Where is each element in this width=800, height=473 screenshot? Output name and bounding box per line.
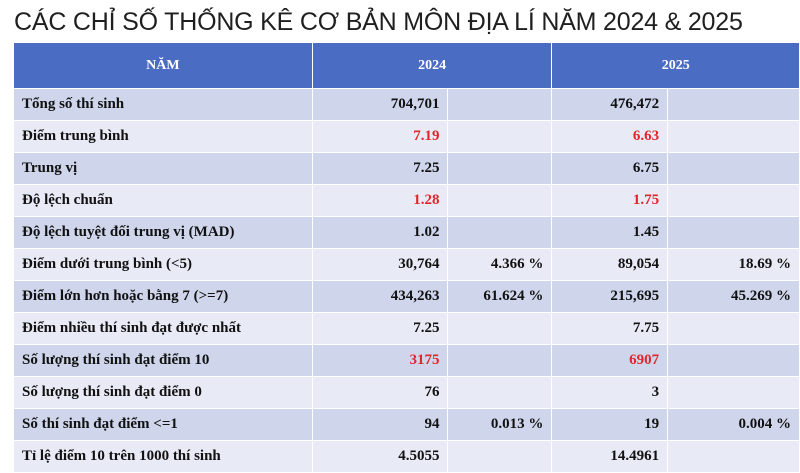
header-row: NĂM 2024 2025	[13, 42, 800, 89]
header-cell: 2024	[311, 42, 553, 89]
table-row: Điểm trung bình 7.19 6.63	[13, 120, 800, 153]
table-row: Trung vị 7.25 6.75	[13, 152, 800, 185]
empty-cell	[447, 120, 553, 153]
empty-cell	[667, 344, 800, 377]
value-cell: 14.4961	[551, 440, 669, 473]
row-label: Số lượng thí sinh đạt điểm 10	[13, 344, 313, 377]
table-body: Tổng số thí sinh 704,701 476,472 Điểm trung…	[13, 88, 800, 473]
value-cell: 4.366 %	[447, 248, 553, 281]
value-cell: 215,695	[551, 280, 669, 313]
row-label: Số thí sinh đạt điểm <=1	[13, 408, 313, 441]
table-row: Tỉ lệ điểm 10 trên 1000 thí sinh 4.5055 14…	[13, 440, 800, 473]
value-cell: 6.63	[551, 120, 669, 153]
value-cell: 1.45	[551, 216, 669, 249]
table-row: Điểm lớn hơn hoặc bằng 7 (>=7) 434,263 61.…	[13, 280, 800, 313]
empty-cell	[447, 152, 553, 185]
value-cell: 7.25	[311, 312, 449, 345]
empty-cell	[667, 184, 800, 217]
row-label: Điểm lớn hơn hoặc bằng 7 (>=7)	[13, 280, 313, 313]
value-cell: 61.624 %	[447, 280, 553, 313]
empty-cell	[667, 376, 800, 409]
value-cell: 0.013 %	[447, 408, 553, 441]
value-cell: 476,472	[551, 88, 669, 121]
value-cell: 3	[551, 376, 669, 409]
value-cell: 94	[311, 408, 449, 441]
empty-cell	[667, 216, 800, 249]
value-cell: 7.25	[311, 152, 449, 185]
empty-cell	[447, 184, 553, 217]
table-row: Tổng số thí sinh 704,701 476,472	[13, 88, 800, 121]
table-row: Điểm dưới trung bình (<5) 30,764 4.366 % 89…	[13, 248, 800, 281]
table-row: Số lượng thí sinh đạt điểm 0 76 3	[13, 376, 800, 409]
value-cell: 6.75	[551, 152, 669, 185]
value-cell: 19	[551, 408, 669, 441]
empty-cell	[447, 312, 553, 345]
stats-table: NĂM 2024 2025 Tổng số thí sinh 704,701 476…	[13, 42, 800, 473]
value-cell: 18.69 %	[667, 248, 800, 281]
value-cell: 3175	[311, 344, 449, 377]
empty-cell	[667, 152, 800, 185]
table-row: Điểm nhiều thí sinh đạt được nhất 7.25 7.7…	[13, 312, 800, 345]
value-cell: 1.28	[311, 184, 449, 217]
row-label: Tổng số thí sinh	[13, 88, 313, 121]
value-cell: 704,701	[311, 88, 449, 121]
table-row: Độ lệch tuyệt đối trung vị (MAD) 1.02 1.45	[13, 216, 800, 249]
value-cell: 1.75	[551, 184, 669, 217]
empty-cell	[447, 216, 553, 249]
value-cell: 7.75	[551, 312, 669, 345]
empty-cell	[667, 120, 800, 153]
empty-cell	[447, 376, 553, 409]
table-row: Số lượng thí sinh đạt điểm 10 3175 6907	[13, 344, 800, 377]
row-label: Tỉ lệ điểm 10 trên 1000 thí sinh	[13, 440, 313, 473]
value-cell: 45.269 %	[667, 280, 800, 313]
row-label: Số lượng thí sinh đạt điểm 0	[13, 376, 313, 409]
value-cell: 7.19	[311, 120, 449, 153]
row-label: Trung vị	[13, 152, 313, 185]
row-label: Điểm trung bình	[13, 120, 313, 153]
empty-cell	[667, 312, 800, 345]
value-cell: 0.004 %	[667, 408, 800, 441]
value-cell: 4.5055	[311, 440, 449, 473]
row-label: Điểm nhiều thí sinh đạt được nhất	[13, 312, 313, 345]
value-cell: 6907	[551, 344, 669, 377]
row-label: Điểm dưới trung bình (<5)	[13, 248, 313, 281]
title: CÁC CHỈ SỐ THỐNG KÊ CƠ BẢN MÔN ĐỊA LÍ NĂ…	[14, 8, 743, 36]
value-cell: 434,263	[311, 280, 449, 313]
empty-cell	[447, 440, 553, 473]
value-cell: 76	[311, 376, 449, 409]
value-cell: 89,054	[551, 248, 669, 281]
header-cell: 2025	[551, 42, 800, 89]
table-row: Số thí sinh đạt điểm <=1 94 0.013 % 19 0.004…	[13, 408, 800, 441]
value-cell: 1.02	[311, 216, 449, 249]
value-cell: 30,764	[311, 248, 449, 281]
header-cell: NĂM	[13, 42, 313, 89]
row-label: Độ lệch chuẩn	[13, 184, 313, 217]
row-label: Độ lệch tuyệt đối trung vị (MAD)	[13, 216, 313, 249]
empty-cell	[667, 440, 800, 473]
empty-cell	[447, 344, 553, 377]
empty-cell	[667, 88, 800, 121]
empty-cell	[447, 88, 553, 121]
table-row: Độ lệch chuẩn 1.28 1.75	[13, 184, 800, 217]
